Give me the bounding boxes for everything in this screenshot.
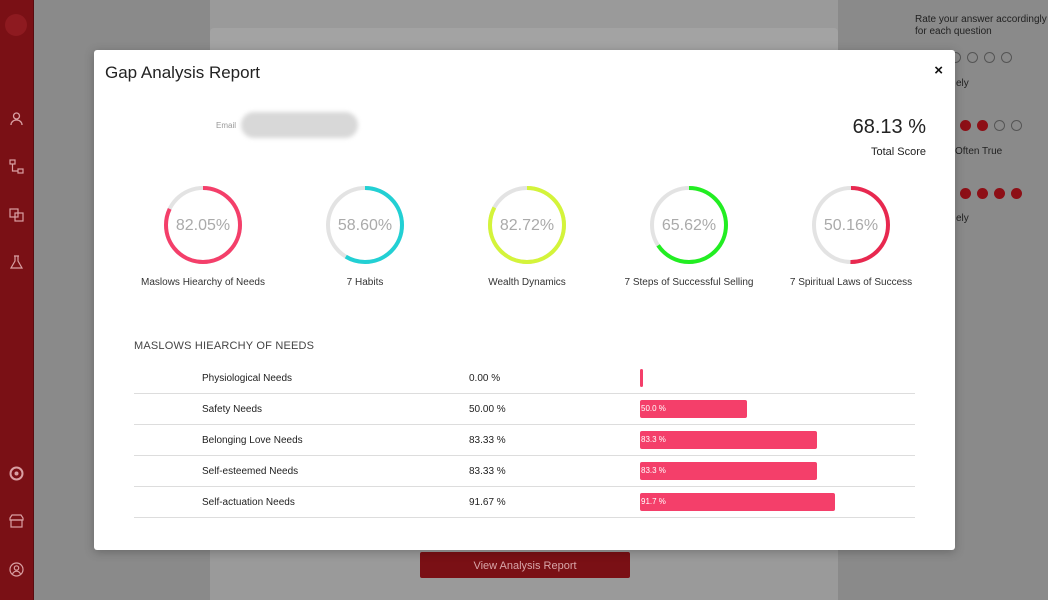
rating-dots-2[interactable] <box>960 120 1028 134</box>
need-percent: 91.67 % <box>469 497 506 508</box>
rating-label-2: Often True <box>955 146 1003 157</box>
email-label: Email <box>216 121 237 130</box>
need-percent: 83.33 % <box>469 466 506 477</box>
needs-table: Physiological Needs 0.00 % Safety Needs … <box>134 363 915 518</box>
gauge-ring <box>164 186 242 264</box>
table-row: Self-esteemed Needs 83.33 % 83.3 % <box>134 456 915 487</box>
total-score-value: 68.13 % <box>852 116 926 138</box>
modal-title: Gap Analysis Report <box>105 63 260 82</box>
need-progress-bar: 50.0 % <box>640 400 747 418</box>
need-name: Physiological Needs <box>202 373 293 384</box>
sidebar <box>0 0 34 600</box>
hierarchy-icon[interactable] <box>8 158 25 175</box>
gauge-label: Wealth Dynamics <box>488 277 566 288</box>
gauge-value: 58.60% <box>337 217 393 234</box>
email-value-redacted <box>241 112 358 138</box>
rating-label-1: ely <box>956 78 969 89</box>
store-icon[interactable] <box>8 512 25 529</box>
gauge-7-spiritual-laws: 50.16% 7 Spiritual Laws of Success <box>771 185 931 295</box>
gauge-wealth-dynamics: 82.72% Wealth Dynamics <box>447 185 607 295</box>
gauge-ring <box>650 186 728 264</box>
flask-icon[interactable] <box>8 254 25 271</box>
gauge-maslows: 82.05% Maslows Hiearchy of Needs <box>123 185 283 295</box>
layers-icon[interactable] <box>8 206 25 223</box>
need-percent: 50.00 % <box>469 404 506 415</box>
gauge-7-steps-selling: 65.62% 7 Steps of Successful Selling <box>609 185 769 295</box>
table-row: Physiological Needs 0.00 % <box>134 363 915 394</box>
need-progress-bar: 91.7 % <box>640 493 836 511</box>
table-row: Self-actuation Needs 91.67 % 91.7 % <box>134 487 915 518</box>
need-progress-bar: 83.3 % <box>640 431 818 449</box>
gauge-ring <box>812 186 890 264</box>
total-score-label: Total Score <box>870 146 926 158</box>
rating-instructions: Rate your answer accordingly for each qu… <box>915 14 1047 37</box>
gauge-label: 7 Spiritual Laws of Success <box>789 277 913 288</box>
close-icon[interactable]: × <box>934 62 943 79</box>
gauge-label: 7 Habits <box>346 277 384 288</box>
need-percent: 0.00 % <box>469 373 501 384</box>
need-percent: 83.33 % <box>469 435 506 446</box>
section-title: MASLOWS HIEARCHY OF NEEDS <box>134 340 315 352</box>
gauge-value: 82.05% <box>175 217 231 234</box>
rating-dots-1[interactable] <box>950 52 1018 66</box>
app-logo[interactable] <box>5 14 27 36</box>
gauge-value: 65.62% <box>661 217 717 234</box>
gauge-value: 82.72% <box>499 217 555 234</box>
profile-icon[interactable] <box>8 561 25 578</box>
gauge-ring <box>326 186 404 264</box>
need-progress-bar <box>640 369 643 387</box>
rating-label-3: ely <box>956 213 969 224</box>
view-analysis-report-button[interactable]: View Analysis Report <box>420 552 630 578</box>
gauge-ring <box>488 186 566 264</box>
need-name: Self-esteemed Needs <box>202 466 299 477</box>
gauge-7-habits: 58.60% 7 Habits <box>285 185 445 295</box>
user-icon[interactable] <box>8 110 25 127</box>
need-name: Self-actuation Needs <box>202 497 295 508</box>
need-progress-bar: 83.3 % <box>640 462 818 480</box>
rating-dots-3[interactable] <box>960 188 1028 202</box>
gauge-value: 50.16% <box>823 217 879 234</box>
gauge-label: 7 Steps of Successful Selling <box>624 277 754 288</box>
target-icon[interactable] <box>8 465 25 482</box>
gauge-label: Maslows Hiearchy of Needs <box>141 277 265 288</box>
need-name: Belonging Love Needs <box>202 435 303 446</box>
rating-instructions-panel: Rate your answer accordingly for each qu… <box>910 10 1048 270</box>
gap-analysis-modal: Gap Analysis Report × Email 68.13 % Tota… <box>94 50 955 550</box>
table-row: Safety Needs 50.00 % 50.0 % <box>134 394 915 425</box>
table-row: Belonging Love Needs 83.33 % 83.3 % <box>134 425 915 456</box>
need-name: Safety Needs <box>202 404 263 415</box>
